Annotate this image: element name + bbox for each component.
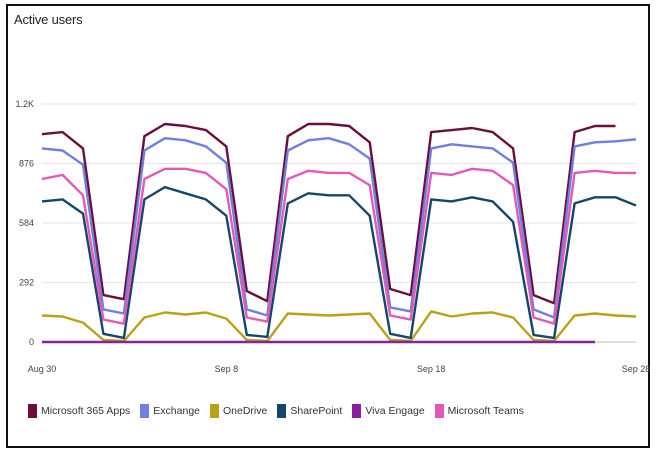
legend-item[interactable]: OneDrive <box>210 404 267 418</box>
y-axis-ticks: 0 292 584 876 1.2K <box>15 99 34 347</box>
legend-swatch <box>352 404 362 418</box>
chart-frame <box>6 4 650 448</box>
legend-item[interactable]: Microsoft 365 Apps <box>28 404 130 418</box>
series-line-microsoft-teams <box>41 167 636 325</box>
x-axis-ticks: Aug 30 Sep 8 Sep 18 Sep 28 <box>28 364 651 374</box>
series-line-microsoft-365-apps <box>41 122 616 305</box>
legend-item[interactable]: Microsoft Teams <box>434 404 524 418</box>
legend-swatch <box>28 404 37 418</box>
legend-swatch <box>140 404 150 418</box>
y-tick-label: 876 <box>19 159 34 169</box>
y-tick-label: 584 <box>19 218 34 228</box>
legend-label: SharePoint <box>290 405 343 417</box>
x-tick-label: Sep 18 <box>417 364 446 374</box>
legend-item[interactable]: Viva Engage <box>352 404 425 418</box>
x-tick-label: Aug 30 <box>28 364 57 374</box>
legend-item[interactable]: SharePoint <box>277 404 342 418</box>
x-tick-label: Sep 28 <box>622 364 651 374</box>
y-tick-label: 0 <box>29 337 34 347</box>
legend-label: Viva Engage <box>365 405 425 417</box>
series-line-sharepoint <box>41 185 637 340</box>
series-lines <box>41 122 637 344</box>
legend-swatch <box>434 404 444 418</box>
legend-item[interactable]: Exchange <box>140 404 200 418</box>
x-tick-label: Sep 8 <box>215 364 239 374</box>
grid <box>42 103 636 343</box>
legend-label: Microsoft 365 Apps <box>41 405 131 417</box>
y-tick-label: 1.2K <box>15 99 34 109</box>
series-line-exchange <box>41 137 637 319</box>
legend: Microsoft 365 Apps Exchange OneDrive ShareP… <box>28 404 524 418</box>
legend-label: OneDrive <box>223 405 268 417</box>
y-tick-label: 292 <box>19 278 34 288</box>
chart-title: Active users <box>14 12 83 27</box>
legend-label: Exchange <box>153 405 200 417</box>
series-line-onedrive <box>41 310 637 343</box>
legend-swatch <box>277 404 287 418</box>
legend-label: Microsoft Teams <box>447 405 524 417</box>
legend-swatch <box>210 404 219 418</box>
